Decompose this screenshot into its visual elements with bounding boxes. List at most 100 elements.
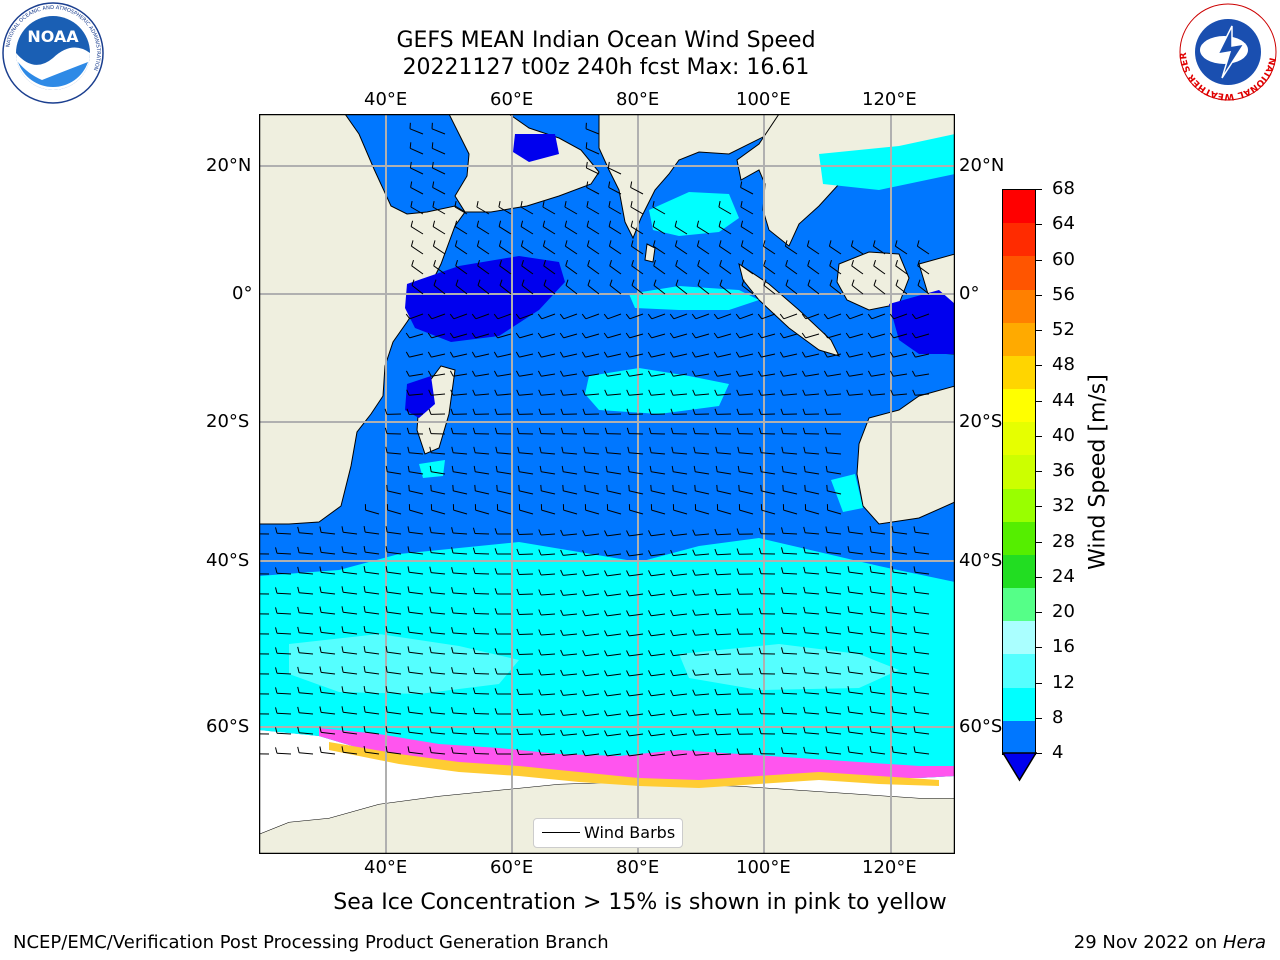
colorbar-tick-mark (1036, 612, 1042, 613)
noaa-logo-text: NOAA (27, 27, 79, 46)
calm-zone (889, 290, 955, 354)
colorbar-tick-label: 8 (1052, 706, 1064, 728)
lat-tick-left: 40°S (206, 550, 250, 571)
cyan-patch (585, 368, 729, 414)
lat-tick-right: 20°N (959, 155, 1005, 176)
lat-tick-right: 60°S (959, 716, 1003, 737)
colorbar-segment (1003, 455, 1035, 489)
colorbar-tick-mark (1036, 753, 1042, 754)
colorbar-tick-mark (1036, 647, 1042, 649)
colorbar-segment (1003, 654, 1035, 688)
cyan-patch (419, 460, 445, 478)
lon-tick-bottom: 120°E (862, 857, 917, 878)
colorbar-tick-mark (1036, 471, 1042, 472)
colorbar-tick-label: 36 (1052, 460, 1075, 481)
lon-tick-top: 120°E (862, 89, 917, 110)
lat-tick-right: 0° (959, 283, 980, 304)
colorbar-tick-label: 40 (1052, 424, 1075, 446)
colorbar-tick-label: 68 (1052, 178, 1075, 199)
colorbar-segment (1003, 687, 1035, 721)
noaa-logo: NOAA NATIONAL OCEANIC AND ATMOSPHERIC AD… (2, 2, 104, 104)
lat-tick-right: 20°S (959, 411, 1003, 432)
colorbar-tick-label: 24 (1052, 565, 1075, 587)
colorbar-segment (1003, 621, 1035, 655)
lon-tick-top: 60°E (490, 89, 534, 110)
colorbar-tick-label: 48 (1052, 354, 1075, 376)
colorbar-segment (1003, 256, 1035, 290)
sea-ice-yellow (329, 742, 939, 788)
colorbar-tick-mark (1036, 294, 1042, 296)
legend-label: Wind Barbs (584, 823, 676, 842)
colorbar-tick-label: 52 (1052, 319, 1075, 340)
colorbar-tick-label: 20 (1052, 601, 1075, 622)
footer-branch: NCEP/EMC/Verification Post Processing Pr… (13, 932, 609, 953)
lat-tick-right: 40°S (959, 550, 1003, 571)
colorbar-tick-mark (1036, 330, 1042, 331)
colorbar-segment (1003, 223, 1035, 257)
strong-wind-zone (679, 644, 899, 690)
lat-tick-left: 0° (232, 283, 253, 304)
colorbar-segment (1003, 720, 1035, 754)
colorbar-segment (1003, 488, 1035, 522)
lon-tick-top: 100°E (736, 89, 791, 110)
colorbar-tick-label: 4 (1052, 742, 1064, 763)
calm-zone (405, 256, 565, 342)
lon-tick-bottom: 40°E (364, 857, 408, 878)
land-srilanka (644, 243, 656, 263)
footer-date: 29 Nov 2022 on Hera (1074, 932, 1266, 953)
colorbar-tick-mark (1036, 506, 1042, 508)
colorbar (1002, 189, 1036, 755)
land-arabia (448, 114, 600, 213)
colorbar-tick-mark (1036, 224, 1042, 226)
footer-date-text: 29 Nov 2022 on (1073, 932, 1223, 953)
lat-tick-left: 60°S (206, 716, 250, 737)
cyan-patch (629, 286, 759, 310)
colorbar-segment (1003, 355, 1035, 390)
lon-tick-bottom: 80°E (616, 857, 660, 878)
colorbar-tick-label: 44 (1052, 389, 1075, 411)
land-australia (856, 385, 955, 525)
wind-barbs (259, 122, 930, 757)
lat-tick-left: 20°N (206, 155, 252, 176)
colorbar-tick-label: 32 (1052, 495, 1075, 517)
colorbar-tick-label: 28 (1052, 530, 1075, 552)
chart-title-line2: 20221127 t00z 240h fcst Max: 16.61 (402, 55, 810, 80)
colorbar-tick-mark (1036, 259, 1042, 261)
map-legend: Wind Barbs (533, 818, 683, 848)
colorbar-segment (1003, 422, 1035, 456)
footer-machine: Hera (1222, 932, 1266, 953)
colorbar-segment (1003, 289, 1035, 323)
lon-tick-top: 40°E (364, 89, 408, 110)
colorbar-tick-mark (1036, 435, 1042, 437)
cyan-patch (831, 474, 863, 512)
calm-zone (513, 134, 559, 162)
colorbar-tick-label: 60 (1052, 248, 1075, 270)
cyan-patch (649, 192, 739, 236)
sea-ice-caption: Sea Ice Concentration > 15% is shown in … (333, 890, 947, 915)
wind-speed-map (259, 114, 955, 854)
colorbar-tick-mark (1036, 717, 1042, 719)
calm-zone (405, 376, 435, 418)
colorbar-segment (1003, 554, 1035, 589)
legend-line (542, 832, 580, 833)
colorbar-tick-mark (1036, 541, 1042, 543)
colorbar-segment (1003, 521, 1035, 555)
chart-title-line1: GEFS MEAN Indian Ocean Wind Speed (396, 28, 816, 53)
colorbar-tick-mark (1036, 189, 1042, 190)
colorbar-ticks: 68 64 60 56 52 48 44 40 36 32 28 24 20 16 12 8 4 (1036, 179, 1096, 763)
colorbar-tick-label: 64 (1052, 213, 1075, 235)
colorbar-segment (1003, 588, 1035, 622)
colorbar-segment (1003, 389, 1035, 423)
land-india (598, 114, 780, 240)
colorbar-tick-label: 16 (1052, 636, 1075, 658)
colorbar-tick-label: 12 (1052, 671, 1075, 693)
colorbar-tick-mark (1036, 400, 1042, 402)
colorbar-tick-label: 56 (1052, 283, 1075, 305)
nws-logo: NATIONAL WEATHER SERVICE (1178, 2, 1278, 102)
colorbar-tick-mark (1036, 365, 1042, 367)
cyan-patch (819, 134, 955, 190)
lon-tick-bottom: 100°E (736, 857, 791, 878)
lon-tick-bottom: 60°E (490, 857, 534, 878)
colorbar-tick-mark (1036, 576, 1042, 578)
colorbar-segment (1003, 190, 1035, 224)
